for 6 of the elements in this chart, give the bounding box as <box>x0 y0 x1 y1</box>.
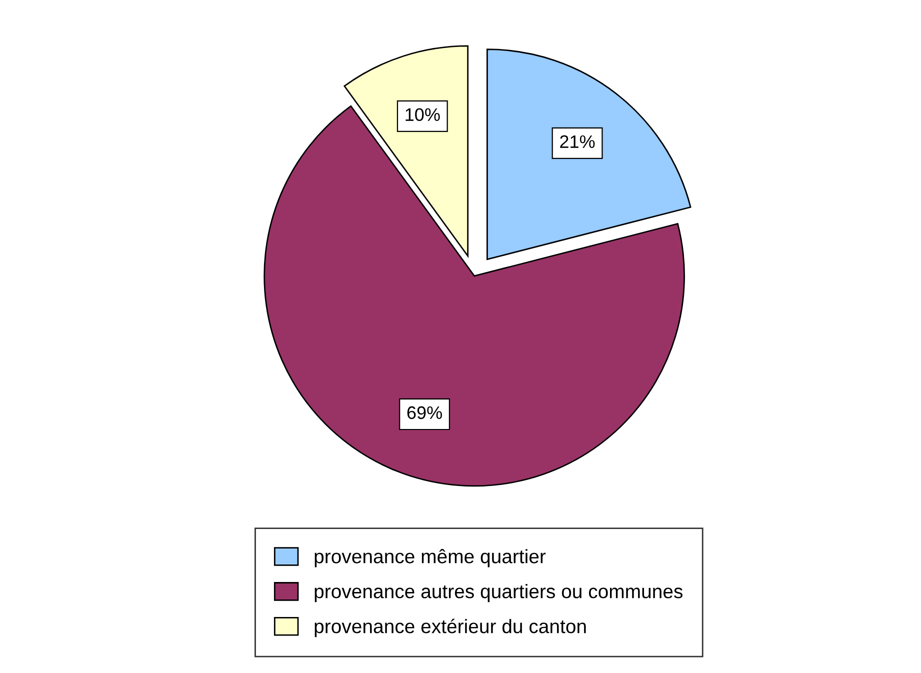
legend-label: provenance extérieur du canton <box>314 618 586 638</box>
data-label: 69% <box>407 406 442 420</box>
legend-label: provenance même quartier <box>314 549 546 568</box>
data-label: 10% <box>406 108 440 122</box>
legend-label: provenance autres quartiers ou communes <box>314 584 682 602</box>
data-label: 21% <box>560 135 595 148</box>
